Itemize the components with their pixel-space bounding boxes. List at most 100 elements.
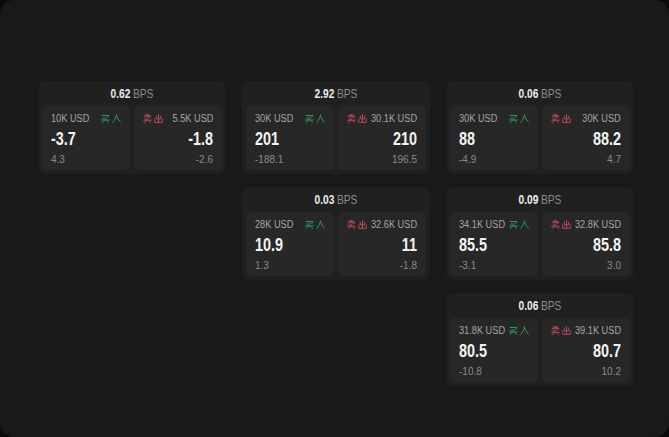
cjk-mai4-icon	[347, 220, 356, 229]
quote-panels: 28K USD	[246, 212, 426, 276]
sell-delta: -1.8	[347, 260, 417, 273]
quote-card[interactable]: 0.09 BPS 34.1K USD	[446, 187, 634, 280]
buy-price: -3.7	[51, 130, 107, 148]
buy-panel[interactable]: 10K USD	[42, 106, 130, 170]
bps-suffix-label: BPS	[541, 299, 561, 313]
buy-panel[interactable]: 31.8K USD	[450, 318, 538, 382]
buy-panel[interactable]: 30K USD	[450, 106, 538, 170]
cjk-ru-icon	[112, 114, 121, 123]
cjk-ru-icon	[316, 114, 325, 123]
sell-side-label: 卖出	[551, 220, 571, 229]
sell-size: 30.1K USD	[371, 113, 417, 124]
quote-card[interactable]: 0.03 BPS 28K USD	[242, 187, 430, 280]
cjk-mai3-icon	[101, 114, 110, 123]
quote-panels: 10K USD	[42, 106, 222, 170]
buy-panel[interactable]: 30K USD	[246, 106, 334, 170]
quote-card[interactable]: 2.92 BPS 30K USD	[242, 81, 430, 174]
buy-delta: -188.1	[255, 154, 325, 167]
sell-price: 80.7	[565, 342, 621, 360]
buy-delta: -10.8	[459, 366, 529, 379]
quote-panels: 34.1K USD	[450, 212, 630, 276]
quotes-grid: 0.62 BPS 10K USD	[38, 81, 634, 386]
sell-size: 5.5K USD	[172, 113, 213, 124]
bps-value: 0.09	[519, 193, 539, 207]
buy-price: 85.5	[459, 236, 515, 254]
cjk-mai4-icon	[143, 114, 152, 123]
buy-panel[interactable]: 28K USD	[246, 212, 334, 276]
card-header: 2.92 BPS	[256, 81, 416, 106]
sell-size: 32.6K USD	[371, 219, 417, 230]
sell-delta: 196.5	[347, 154, 417, 167]
cjk-mai3-icon	[509, 326, 518, 335]
sell-panel[interactable]: 卖出 30K USD 88.2 4.7	[542, 106, 630, 170]
cjk-ru-icon	[316, 220, 325, 229]
buy-size: 31.8K USD	[459, 325, 505, 336]
quote-card[interactable]: 0.06 BPS 30K USD	[446, 81, 634, 174]
sell-delta: 3.0	[551, 260, 621, 273]
sell-size: 32.8K USD	[575, 219, 621, 230]
bps-value: 0.62	[111, 87, 131, 101]
card-header: 0.62 BPS	[52, 81, 212, 106]
buy-delta: 4.3	[51, 154, 121, 167]
sell-panel[interactable]: 卖出 32.6K USD 11 -1.8	[338, 212, 426, 276]
app-background: 0.62 BPS 10K USD	[0, 0, 669, 437]
bps-suffix-label: BPS	[337, 87, 357, 101]
buy-price: 88	[459, 130, 515, 148]
buy-size: 10K USD	[51, 113, 89, 124]
cjk-mai3-icon	[305, 114, 314, 123]
bps-value: 0.06	[519, 299, 539, 313]
sell-side-label: 卖出	[347, 220, 367, 229]
sell-price: 11	[361, 236, 417, 254]
sell-panel[interactable]: 卖出 5.5K USD -1.8 -2.6	[134, 106, 222, 170]
card-header: 0.03 BPS	[256, 187, 416, 212]
bps-suffix-label: BPS	[337, 193, 357, 207]
sell-price: 210	[361, 130, 417, 148]
sell-side-label: 卖出	[347, 114, 367, 123]
buy-size: 30K USD	[459, 113, 497, 124]
cjk-mai3-icon	[509, 220, 518, 229]
sell-side-label: 卖出	[143, 114, 163, 123]
bps-value: 0.03	[315, 193, 335, 207]
buy-price: 10.9	[255, 236, 311, 254]
buy-side-label: 买入	[305, 220, 325, 229]
buy-side-label: 买入	[305, 114, 325, 123]
quote-panels: 30K USD	[246, 106, 426, 170]
sell-delta: -2.6	[143, 154, 213, 167]
sell-panel[interactable]: 卖出 32.8K USD 85.8 3.0	[542, 212, 630, 276]
cjk-mai4-icon	[551, 326, 560, 335]
sell-price: 85.8	[565, 236, 621, 254]
buy-delta: 1.3	[255, 260, 325, 273]
sell-panel[interactable]: 卖出 30.1K USD 210 196.5	[338, 106, 426, 170]
buy-size: 34.1K USD	[459, 219, 505, 230]
cjk-mai3-icon	[305, 220, 314, 229]
sell-delta: 4.7	[551, 154, 621, 167]
buy-size: 30K USD	[255, 113, 293, 124]
buy-side-label: 买入	[509, 114, 529, 123]
buy-side-label: 买入	[101, 114, 121, 123]
buy-price: 201	[255, 130, 311, 148]
cjk-ru-icon	[520, 114, 529, 123]
cjk-mai4-icon	[551, 114, 560, 123]
card-header: 0.09 BPS	[460, 187, 620, 212]
cjk-chu-icon	[154, 114, 163, 123]
cjk-mai4-icon	[347, 114, 356, 123]
buy-delta: -4.9	[459, 154, 529, 167]
sell-price: 88.2	[565, 130, 621, 148]
card-header: 0.06 BPS	[460, 81, 620, 106]
sell-delta: 10.2	[551, 366, 621, 379]
quote-panels: 31.8K USD	[450, 318, 630, 382]
cjk-chu-icon	[358, 220, 367, 229]
quote-card[interactable]: 0.62 BPS 10K USD	[38, 81, 226, 174]
buy-side-label: 买入	[509, 326, 529, 335]
card-header: 0.06 BPS	[460, 293, 620, 318]
sell-panel[interactable]: 卖出 39.1K USD 80.7 10.2	[542, 318, 630, 382]
bps-value: 2.92	[315, 87, 335, 101]
quote-panels: 30K USD	[450, 106, 630, 170]
cjk-ru-icon	[520, 220, 529, 229]
cjk-chu-icon	[562, 114, 571, 123]
buy-price: 80.5	[459, 342, 515, 360]
quote-card[interactable]: 0.06 BPS 31.8K USD	[446, 293, 634, 386]
cjk-ru-icon	[520, 326, 529, 335]
cjk-chu-icon	[562, 220, 571, 229]
buy-panel[interactable]: 34.1K USD	[450, 212, 538, 276]
